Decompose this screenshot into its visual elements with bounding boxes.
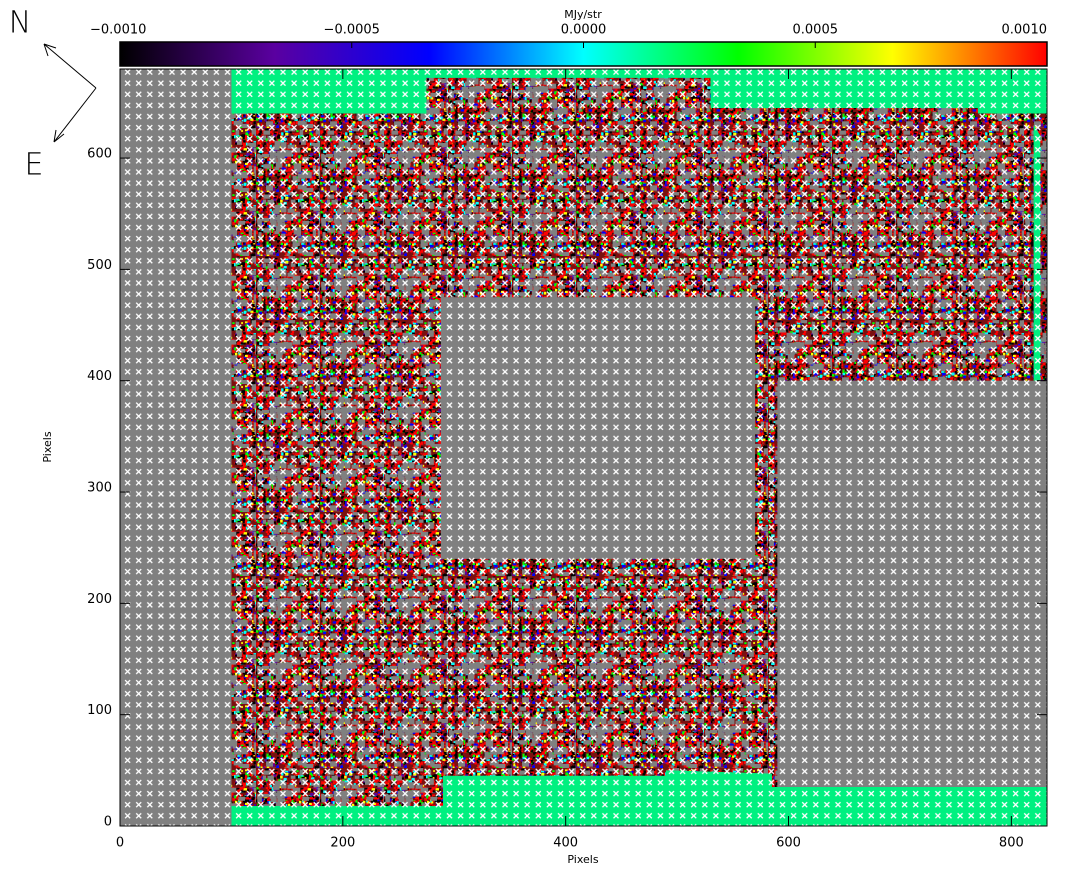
- compass-north: N: [9, 6, 31, 41]
- y-tick-label: 100: [87, 703, 112, 718]
- compass-east: E: [25, 148, 44, 183]
- y-tick-label: 0: [104, 815, 112, 830]
- x-tick-label: 800: [999, 836, 1024, 851]
- image: [120, 69, 1047, 826]
- plot-frame: [119, 68, 1048, 827]
- y-tick-label: 200: [87, 592, 112, 607]
- x-tick-label: 400: [553, 836, 578, 851]
- y-tick-label: 500: [87, 258, 112, 273]
- colorbar-label: MJy/str: [564, 8, 602, 21]
- compass-arrows: [43, 43, 97, 143]
- compass: [43, 43, 97, 143]
- colorbar-tick-label: −0.0005: [324, 23, 380, 38]
- y-axis-label: Pixels: [41, 431, 54, 462]
- colorbar-tick-label: 0.0010: [1002, 23, 1048, 38]
- x-axis-label: Pixels: [567, 853, 598, 866]
- x-tick-label: 0: [116, 836, 124, 851]
- x-tick-label: 600: [776, 836, 801, 851]
- axes: 0 200 400 600 800 0 100 200 300 400 500 600: [87, 68, 1048, 851]
- colorbar-tick-label: −0.0010: [90, 23, 146, 38]
- x-tick-label: 200: [330, 836, 355, 851]
- crosses: [120, 69, 1047, 826]
- y-tick-label: 600: [87, 147, 112, 162]
- colorbar-tick-label: 0.0000: [561, 23, 607, 38]
- colorbar-tick-label: 0.0005: [793, 23, 839, 38]
- y-tick-label: 300: [87, 481, 112, 496]
- y-tick-label: 400: [87, 369, 112, 384]
